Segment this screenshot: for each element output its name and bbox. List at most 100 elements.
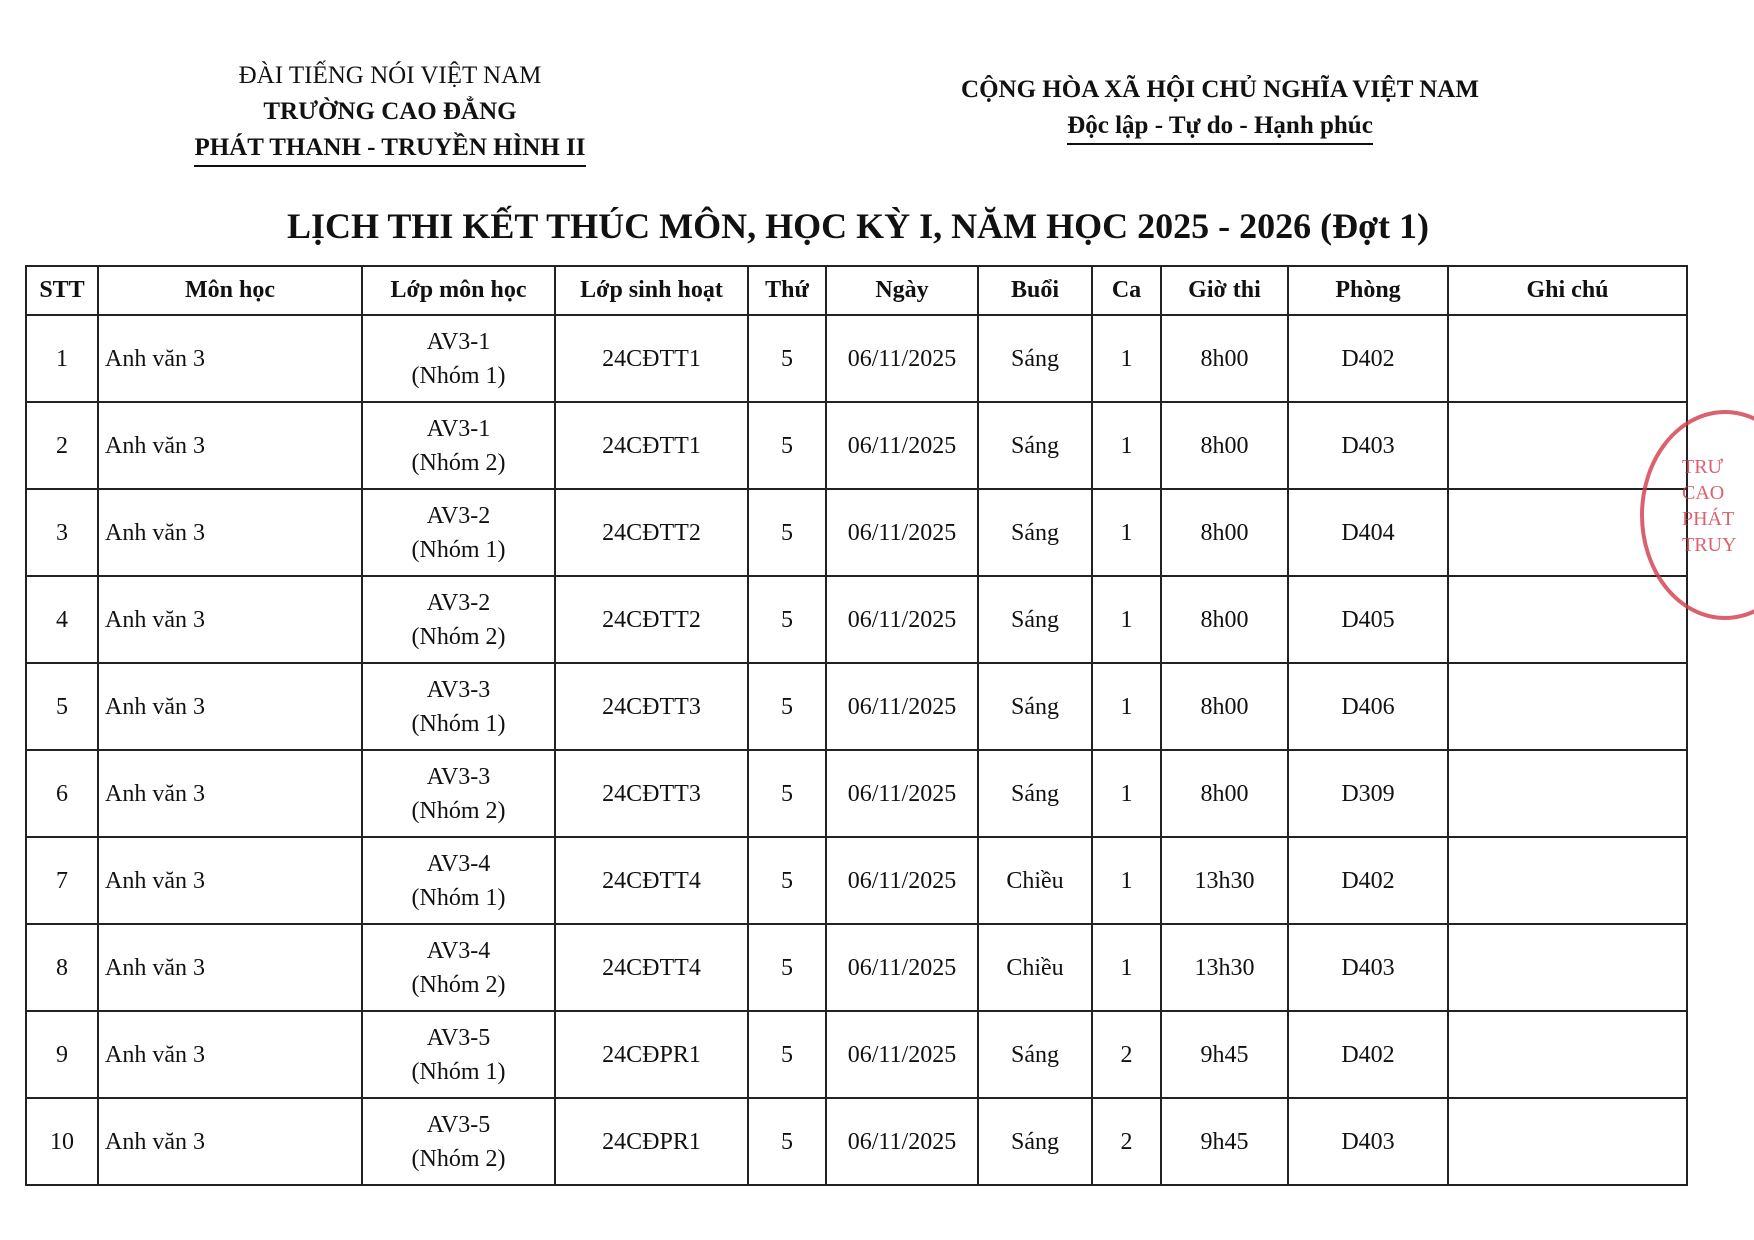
table-cell: D406 [1287,662,1449,751]
table-cell: Anh văn 3 [97,836,363,925]
column-header: Buổi [977,265,1093,316]
cell-line: AV3-3 [426,676,491,703]
org-header: ĐÀI TIẾNG NÓI VIỆT NAM TRƯỜNG CAO ĐẲNG P… [170,58,610,167]
table-cell: 5 [747,662,827,751]
table-cell: 6 [25,749,99,838]
table-cell [1447,662,1688,751]
table-cell: 06/11/2025 [825,488,979,577]
column-header: STT [25,265,99,316]
table-cell: 9 [25,1010,99,1099]
table-cell: 8h00 [1160,749,1289,838]
org-line: ĐÀI TIẾNG NÓI VIỆT NAM [238,62,542,89]
table-cell [1447,923,1688,1012]
table-cell: 06/11/2025 [825,1010,979,1099]
table-cell: 24CĐTT2 [554,488,749,577]
table-cell: 1 [1091,401,1162,490]
table-cell: 5 [747,575,827,664]
table-cell: 06/11/2025 [825,662,979,751]
table-cell: 5 [25,662,99,751]
table-cell: Anh văn 3 [97,488,363,577]
table-cell: 1 [1091,575,1162,664]
table-row: 3 Anh văn 3 AV3-2 (Nhóm 1) 24CĐTT2 5 06/11/202… [25,488,1688,577]
table-cell: 8h00 [1160,401,1289,490]
table-cell: D404 [1287,488,1449,577]
motto: Độc lập - Tự do - Hạnh phúc [1067,109,1373,145]
table-cell: 24CĐTT4 [554,923,749,1012]
table-row: 5 Anh văn 3 AV3-3 (Nhóm 1) 24CĐTT3 5 06/11/202… [25,662,1688,751]
table-cell: 5 [747,314,827,403]
cell-line: AV3-3 [426,763,491,790]
table-cell: 2 [1091,1097,1162,1186]
table-cell: AV3-5 (Nhóm 1) [361,1010,556,1099]
table-row: 4 Anh văn 3 AV3-2 (Nhóm 2) 24CĐTT2 5 06/11/202… [25,575,1688,664]
schedule-table: STT Môn học Lớp môn học Lớp sinh hoạt Thứ Ngà… [25,265,1688,1186]
cell-line: AV3-2 [426,502,491,529]
table-cell: 5 [747,401,827,490]
table-cell: 1 [1091,749,1162,838]
table-cell: 13h30 [1160,923,1289,1012]
table-cell: 06/11/2025 [825,401,979,490]
table-cell: 10 [25,1097,99,1186]
cell-line: (Nhóm 2) [411,797,506,824]
cell-line: (Nhóm 2) [411,1145,506,1172]
table-cell [1447,1010,1688,1099]
table-cell: Sáng [977,1097,1093,1186]
table-cell: 06/11/2025 [825,923,979,1012]
table-cell: 24CĐTT2 [554,575,749,664]
table-cell: AV3-3 (Nhóm 1) [361,662,556,751]
table-cell: 9h45 [1160,1097,1289,1186]
table-cell: Sáng [977,401,1093,490]
table-cell: 24CĐTT3 [554,662,749,751]
table-cell: 24CĐTT1 [554,314,749,403]
table-cell: 5 [747,836,827,925]
cell-line: AV3-4 [426,937,491,964]
table-row: 1 Anh văn 3 AV3-1 (Nhóm 1) 24CĐTT1 5 06/11/202… [25,314,1688,403]
table-cell: 8 [25,923,99,1012]
table-cell: 1 [25,314,99,403]
table-cell: AV3-5 (Nhóm 2) [361,1097,556,1186]
table-cell: 8h00 [1160,575,1289,664]
table-cell: 1 [1091,314,1162,403]
column-header: Ngày [825,265,979,316]
table-cell: Sáng [977,662,1093,751]
table-cell [1447,749,1688,838]
table-cell: 13h30 [1160,836,1289,925]
cell-line: (Nhóm 1) [411,362,506,389]
table-cell: 5 [747,488,827,577]
table-cell: 8h00 [1160,488,1289,577]
table-cell: 8h00 [1160,314,1289,403]
column-header: Ca [1091,265,1162,316]
table-cell: 06/11/2025 [825,1097,979,1186]
table-cell: Sáng [977,749,1093,838]
table-cell: 5 [747,1010,827,1099]
cell-line: AV3-5 [426,1111,491,1138]
table-row: 9 Anh văn 3 AV3-5 (Nhóm 1) 24CĐPR1 5 06/11/202… [25,1010,1688,1099]
table-cell: 24CĐPR1 [554,1097,749,1186]
table-cell: Anh văn 3 [97,401,363,490]
cell-line: (Nhóm 1) [411,536,506,563]
table-cell: 06/11/2025 [825,836,979,925]
stamp-text: CAO [1682,482,1725,504]
cell-line: (Nhóm 1) [411,884,506,911]
table-cell: Anh văn 3 [97,575,363,664]
table-cell [1447,1097,1688,1186]
table-cell: 24CĐPR1 [554,1010,749,1099]
cell-line: AV3-1 [426,328,491,355]
table-cell: Chiều [977,836,1093,925]
table-cell: 06/11/2025 [825,749,979,838]
column-header: Giờ thi [1160,265,1289,316]
table-cell: 8h00 [1160,662,1289,751]
table-cell: 24CĐTT1 [554,401,749,490]
table-cell: Sáng [977,488,1093,577]
nation-line: CỘNG HÒA XÃ HỘI CHỦ NGHĨA VIỆT NAM [961,76,1479,103]
table-cell: AV3-1 (Nhóm 2) [361,401,556,490]
table-body: 1 Anh văn 3 AV3-1 (Nhóm 1) 24CĐTT1 5 06/11/202… [25,314,1688,1186]
cell-line: (Nhóm 1) [411,710,506,737]
table-row: 10 Anh văn 3 AV3-5 (Nhóm 2) 24CĐPR1 5 06/11/20… [25,1097,1688,1186]
table-cell: Anh văn 3 [97,314,363,403]
cell-line: (Nhóm 2) [411,449,506,476]
table-cell: AV3-1 (Nhóm 1) [361,314,556,403]
column-header: Lớp sinh hoạt [554,265,749,316]
cell-line: (Nhóm 1) [411,1058,506,1085]
